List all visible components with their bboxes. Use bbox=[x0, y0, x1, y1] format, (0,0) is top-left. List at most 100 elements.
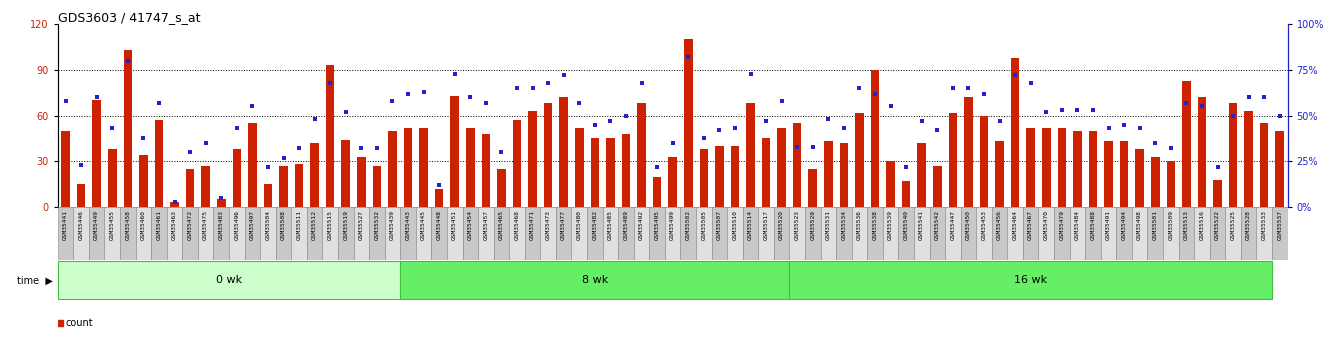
Bar bbox=[855, 112, 864, 207]
Bar bbox=[401, 261, 789, 299]
Text: GSM35449: GSM35449 bbox=[94, 210, 99, 240]
Bar bbox=[680, 207, 696, 260]
Text: GSM35450: GSM35450 bbox=[966, 210, 970, 240]
Text: GSM35465: GSM35465 bbox=[499, 210, 504, 240]
Bar bbox=[945, 207, 961, 260]
Bar bbox=[544, 104, 552, 207]
Bar bbox=[58, 207, 74, 260]
Text: GSM35464: GSM35464 bbox=[1012, 210, 1017, 240]
Bar bbox=[571, 207, 587, 260]
Point bbox=[1222, 113, 1243, 118]
Point bbox=[864, 91, 886, 96]
Text: GSM35523: GSM35523 bbox=[794, 210, 800, 240]
Bar bbox=[1275, 131, 1284, 207]
Point bbox=[335, 109, 356, 115]
Point bbox=[1160, 146, 1181, 151]
Text: GSM35484: GSM35484 bbox=[1075, 210, 1079, 240]
Bar bbox=[618, 207, 634, 260]
Bar bbox=[684, 39, 692, 207]
Bar bbox=[481, 134, 491, 207]
Point bbox=[973, 91, 995, 96]
Text: GSM35539: GSM35539 bbox=[888, 210, 894, 240]
Point bbox=[1176, 100, 1198, 106]
Bar bbox=[762, 138, 770, 207]
Bar bbox=[419, 128, 427, 207]
Bar bbox=[372, 166, 382, 207]
Bar bbox=[120, 207, 136, 260]
Point bbox=[646, 164, 668, 169]
Point bbox=[1098, 126, 1120, 131]
Point bbox=[989, 118, 1011, 124]
Bar bbox=[261, 207, 276, 260]
Bar bbox=[556, 207, 571, 260]
Text: GSM35491: GSM35491 bbox=[1106, 210, 1111, 240]
Bar bbox=[1150, 157, 1160, 207]
Text: GSM35495: GSM35495 bbox=[655, 210, 660, 240]
Point bbox=[895, 164, 917, 169]
Bar bbox=[1271, 207, 1288, 260]
Text: GSM35517: GSM35517 bbox=[763, 210, 769, 240]
Point bbox=[195, 140, 216, 146]
Text: GSM35455: GSM35455 bbox=[110, 210, 114, 240]
Text: GSM35453: GSM35453 bbox=[981, 210, 986, 240]
Point bbox=[491, 149, 512, 155]
Point bbox=[1191, 104, 1212, 109]
Bar bbox=[1245, 111, 1253, 207]
Bar bbox=[1120, 141, 1129, 207]
Point bbox=[267, 231, 289, 237]
Bar bbox=[805, 207, 821, 260]
Point bbox=[521, 85, 543, 91]
Point bbox=[507, 85, 528, 91]
Point bbox=[133, 135, 155, 140]
Bar bbox=[337, 207, 353, 260]
Bar bbox=[852, 207, 867, 260]
Text: GSM35468: GSM35468 bbox=[515, 210, 520, 240]
Point bbox=[616, 113, 637, 118]
Bar bbox=[1132, 207, 1148, 260]
Bar bbox=[341, 140, 349, 207]
Bar bbox=[696, 207, 711, 260]
Bar bbox=[327, 65, 335, 207]
Text: GSM35483: GSM35483 bbox=[219, 210, 223, 240]
Point bbox=[599, 118, 621, 124]
Bar bbox=[883, 207, 898, 260]
Text: GSM35499: GSM35499 bbox=[671, 210, 675, 240]
Point bbox=[351, 146, 372, 151]
Bar bbox=[637, 104, 646, 207]
Bar bbox=[824, 141, 833, 207]
Bar bbox=[1163, 207, 1179, 260]
Bar bbox=[108, 149, 117, 207]
Bar bbox=[774, 207, 789, 260]
Text: GSM35494: GSM35494 bbox=[1122, 210, 1126, 240]
Bar bbox=[435, 189, 444, 207]
Bar bbox=[77, 184, 86, 207]
Text: GSM35447: GSM35447 bbox=[950, 210, 956, 240]
Bar bbox=[622, 134, 630, 207]
Text: GSM35451: GSM35451 bbox=[452, 210, 457, 240]
Bar bbox=[431, 207, 448, 260]
Point bbox=[398, 91, 419, 96]
Text: GSM35498: GSM35498 bbox=[1137, 210, 1142, 240]
Bar bbox=[1195, 207, 1210, 260]
Bar bbox=[140, 155, 148, 207]
Bar bbox=[323, 207, 337, 260]
Point bbox=[102, 126, 124, 131]
Bar bbox=[1257, 207, 1271, 260]
Text: GSM35463: GSM35463 bbox=[172, 210, 177, 240]
Text: GSM35477: GSM35477 bbox=[562, 210, 566, 240]
Bar bbox=[233, 149, 241, 207]
Bar bbox=[1042, 128, 1051, 207]
Point bbox=[1020, 80, 1042, 86]
Bar bbox=[1183, 80, 1191, 207]
Text: GSM35489: GSM35489 bbox=[624, 210, 629, 240]
Bar bbox=[980, 116, 988, 207]
Text: GSM35454: GSM35454 bbox=[468, 210, 473, 240]
Text: GSM35525: GSM35525 bbox=[1231, 210, 1235, 240]
Text: GSM35509: GSM35509 bbox=[1168, 210, 1173, 240]
Bar bbox=[493, 207, 509, 260]
Point bbox=[460, 95, 481, 100]
Bar bbox=[886, 161, 895, 207]
Text: GSM35475: GSM35475 bbox=[203, 210, 208, 240]
Text: 0 wk: 0 wk bbox=[216, 275, 242, 285]
Bar bbox=[136, 207, 151, 260]
